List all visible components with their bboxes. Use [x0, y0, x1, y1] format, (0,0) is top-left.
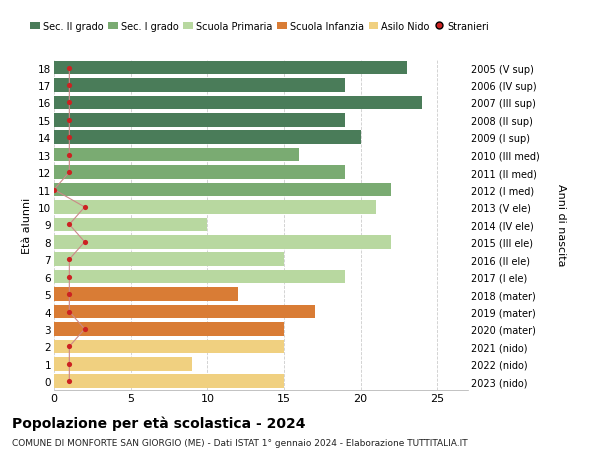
Point: [65, 117, 74, 124]
Bar: [54, 201, 376, 214]
Bar: [54, 149, 299, 162]
Bar: [54, 166, 346, 179]
Point: [65, 134, 74, 142]
Bar: [54, 253, 284, 267]
Point: [49, 186, 59, 194]
Bar: [54, 79, 346, 93]
Point: [65, 378, 74, 385]
Point: [65, 221, 74, 229]
Bar: [54, 288, 238, 301]
Point: [65, 82, 74, 90]
Bar: [54, 96, 422, 110]
Bar: [54, 131, 361, 145]
Y-axis label: Anni di nascita: Anni di nascita: [556, 184, 566, 266]
Point: [65, 100, 74, 107]
Point: [65, 274, 74, 281]
Bar: [54, 183, 391, 197]
Point: [80, 325, 89, 333]
Point: [65, 291, 74, 298]
Point: [65, 65, 74, 72]
Point: [80, 239, 89, 246]
Text: Popolazione per età scolastica - 2024: Popolazione per età scolastica - 2024: [12, 415, 305, 430]
Bar: [54, 375, 284, 388]
Bar: [54, 270, 346, 284]
Legend: Sec. II grado, Sec. I grado, Scuola Primaria, Scuola Infanzia, Asilo Nido, Stran: Sec. II grado, Sec. I grado, Scuola Prim…: [30, 22, 489, 32]
Bar: [54, 340, 284, 353]
Point: [65, 151, 74, 159]
Y-axis label: Età alunni: Età alunni: [22, 197, 32, 253]
Bar: [54, 235, 391, 249]
Bar: [54, 114, 346, 127]
Bar: [54, 62, 407, 75]
Point: [65, 343, 74, 350]
Bar: [54, 323, 284, 336]
Point: [65, 256, 74, 263]
Point: [65, 308, 74, 315]
Bar: [54, 218, 208, 232]
Bar: [54, 357, 192, 371]
Bar: [54, 305, 314, 319]
Point: [80, 204, 89, 211]
Text: COMUNE DI MONFORTE SAN GIORGIO (ME) - Dati ISTAT 1° gennaio 2024 - Elaborazione : COMUNE DI MONFORTE SAN GIORGIO (ME) - Da…: [12, 438, 467, 448]
Point: [65, 360, 74, 368]
Point: [65, 169, 74, 176]
